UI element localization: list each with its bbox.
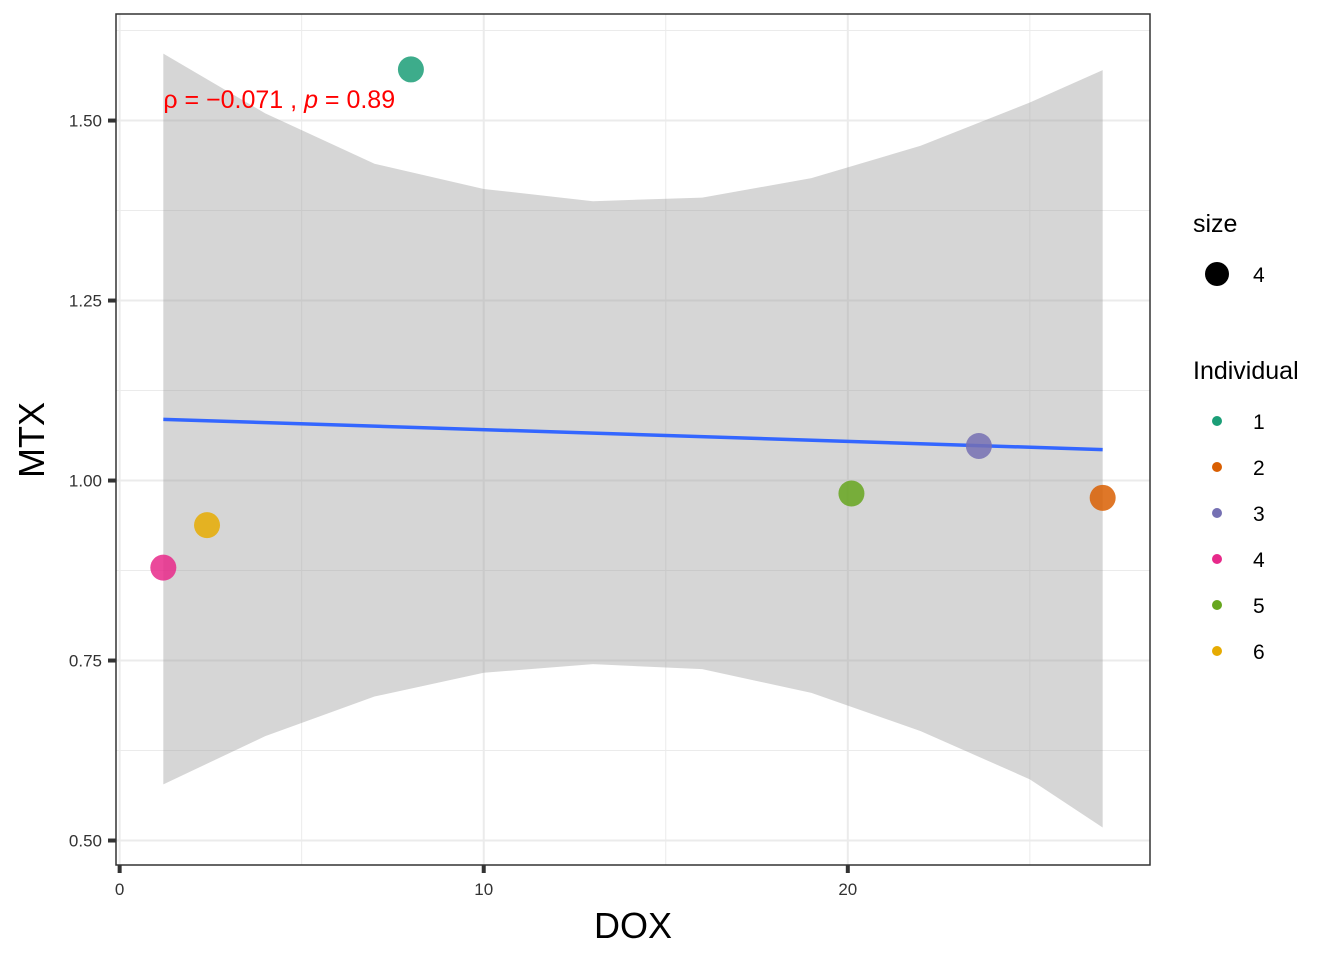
legend: size 4 Individual 1 2 3 4 5 6: [1193, 210, 1299, 664]
legend-key-5: [1212, 600, 1222, 610]
y-axis-title: MTX: [11, 402, 52, 478]
y-tick-label-1: 0.75: [69, 652, 102, 671]
major-gridlines: [116, 14, 1150, 865]
data-point-individual-3: [965, 432, 992, 459]
x-axis: 0 10 20: [115, 865, 857, 899]
legend-key-4: [1212, 554, 1222, 564]
legend-label-4: 4: [1253, 549, 1265, 572]
data-point-individual-2: [1089, 484, 1116, 511]
x-axis-title: DOX: [594, 905, 672, 946]
data-point-individual-4: [150, 554, 177, 581]
x-tick-label-0: 0: [115, 880, 124, 899]
plot-border: [115, 13, 1151, 866]
p-value: = 0.89: [318, 86, 395, 114]
y-tick-label-4: 1.50: [69, 112, 102, 131]
minor-gridlines: [116, 14, 1150, 865]
legend-label-5: 5: [1253, 595, 1265, 618]
confidence-band: [163, 53, 1103, 828]
rho-value: = −0.071 ,: [178, 86, 305, 114]
legend-individual-title: Individual: [1193, 357, 1299, 385]
legend-label-2: 2: [1253, 457, 1265, 480]
legend-key-1: [1212, 416, 1222, 426]
y-axis: 0.50 0.75 1.00 1.25 1.50: [69, 112, 116, 851]
legend-key-6: [1212, 646, 1222, 656]
rho-symbol: ρ: [163, 86, 177, 114]
x-tick-label-2: 20: [838, 880, 857, 899]
legend-individual-items: 1 2 3 4 5 6: [1212, 411, 1265, 664]
legend-label-3: 3: [1253, 503, 1265, 526]
legend-label-6: 6: [1253, 641, 1265, 664]
data-point-individual-5: [838, 480, 865, 507]
y-tick-label-2: 1.00: [69, 472, 102, 491]
legend-key-2: [1212, 462, 1222, 472]
correlation-annotation: ρ = −0.071 , p = 0.89: [163, 86, 395, 114]
legend-size-key: [1205, 262, 1229, 286]
legend-key-3: [1212, 508, 1222, 518]
legend-size-title: size: [1193, 210, 1237, 238]
data-points: [150, 56, 1116, 581]
y-tick-label-3: 1.25: [69, 292, 102, 311]
legend-label-1: 1: [1253, 411, 1265, 434]
y-tick-label-0: 0.50: [69, 832, 102, 851]
data-point-individual-6: [194, 512, 221, 539]
data-point-individual-1: [397, 56, 424, 83]
x-tick-label-1: 10: [474, 880, 493, 899]
p-symbol: p: [303, 86, 318, 114]
legend-size-label: 4: [1253, 264, 1265, 287]
regression-line: [163, 417, 1103, 452]
